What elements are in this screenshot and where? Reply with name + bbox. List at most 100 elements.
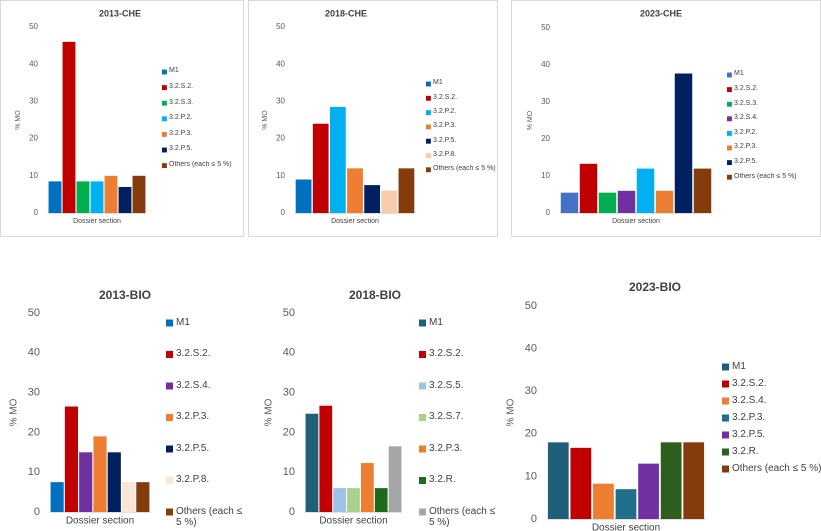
bar <box>598 192 617 213</box>
chart-title: 2013-CHE <box>99 8 141 18</box>
legend-item: M1 <box>734 70 744 78</box>
y-tick-label: 0 <box>34 506 40 518</box>
legend-item: 3.2.S.2. <box>732 378 766 389</box>
y-axis-label: % MO <box>264 398 275 426</box>
bar <box>660 442 682 519</box>
bar <box>136 482 150 512</box>
legend-item: M1 <box>732 361 746 372</box>
legend-item: 3.2.R. <box>732 445 759 457</box>
legend-label: 3.2.R. <box>732 445 759 457</box>
legend-item: 3.2.P.5. <box>732 428 766 440</box>
legend-item: 3.2.S.7. <box>429 411 463 422</box>
legend-swatch <box>426 110 431 116</box>
legend-item: 3.2.S.2. <box>734 85 758 92</box>
y-tick-label: 30 <box>276 97 285 106</box>
y-tick-label: 50 <box>29 22 38 31</box>
bar <box>615 489 637 519</box>
legend-item: 3.2.P.3. <box>734 143 757 150</box>
y-tick-label: 40 <box>276 59 285 68</box>
legend-item: 3.2.P.3. <box>732 412 765 423</box>
legend-item: 3.2.S.4. <box>732 394 767 406</box>
y-tick-label: 10 <box>541 171 550 180</box>
x-axis-label: Dossier section <box>73 218 121 225</box>
bar <box>132 175 146 213</box>
legend-swatch <box>426 81 431 87</box>
legend-item: 3.2.S.2. <box>433 94 457 101</box>
panel-border <box>0 0 244 237</box>
bar <box>683 442 705 519</box>
legend-label: 3.2.P.2. <box>169 114 193 122</box>
legend-swatch <box>162 116 167 122</box>
legend-swatch <box>727 145 732 151</box>
legend-swatch <box>166 319 173 327</box>
legend-label: 3.2.P.5. <box>433 136 457 144</box>
legend-swatch <box>727 174 732 180</box>
x-axis-label: Dossier section <box>592 523 660 531</box>
y-tick-label: 20 <box>283 426 295 438</box>
y-tick-label: 20 <box>29 134 38 143</box>
bar <box>305 413 319 512</box>
legend-swatch <box>166 508 173 516</box>
legend-label: 3.2.P.5. <box>732 428 766 440</box>
legend-label: 3.2.P.5. <box>169 145 193 153</box>
legend-swatch <box>419 445 426 453</box>
chart-title: 2013-BIO <box>99 288 151 302</box>
bar <box>122 482 136 512</box>
legend-item: 3.2.P.5. <box>169 145 193 153</box>
bar <box>48 181 62 213</box>
y-tick-label: 10 <box>28 466 40 478</box>
legend-swatch <box>727 130 732 136</box>
legend-label: Others (each ≤ 5 %) <box>433 165 496 173</box>
legend-item: Others (each ≤ 5 %) <box>732 463 821 474</box>
bar <box>360 463 374 512</box>
legend-swatch <box>419 382 426 390</box>
x-axis-label: Dossier section <box>612 218 660 225</box>
legend-swatch <box>419 508 426 516</box>
bar <box>579 163 598 213</box>
legend-item: Others (each ≤ 5 %) <box>433 165 496 173</box>
legend-swatch <box>426 138 431 144</box>
bar <box>636 168 655 213</box>
y-tick-label: 20 <box>276 134 285 143</box>
y-tick-label: 30 <box>525 385 537 397</box>
y-tick-label: 40 <box>283 347 295 359</box>
legend-swatch <box>166 414 173 421</box>
bar <box>570 447 592 519</box>
legend-item: M1 <box>176 317 190 328</box>
legend-label: 3.2.S.3. <box>169 98 194 106</box>
legend-label: 3.2.R. <box>429 474 456 485</box>
legend-label: 3.2.P.8. <box>176 474 210 485</box>
legend-item: Others (each ≤ 5 %) <box>734 173 797 180</box>
legend-item: 3.2.P.5. <box>176 443 209 454</box>
legend-label: M1 <box>429 316 443 328</box>
legend-swatch <box>162 100 167 106</box>
panel-border <box>248 0 498 237</box>
legend-label: M1 <box>433 79 443 87</box>
legend-label: 3.2.S.4. <box>734 114 759 122</box>
bar <box>90 181 104 213</box>
legend-item: 3.2.P.5. <box>433 136 457 144</box>
bar <box>118 186 132 213</box>
y-tick-label: 50 <box>276 22 285 31</box>
legend-label: 3.2.P.3. <box>176 411 210 422</box>
bar <box>76 181 90 213</box>
legend-item: Others (each ≤ 5 %) <box>176 506 242 529</box>
y-axis-label: % MO <box>9 398 20 426</box>
bar <box>104 175 118 213</box>
legend-item: 3.2.S.2. <box>169 83 193 90</box>
legend-swatch <box>166 477 173 484</box>
legend-label: M1 <box>734 70 744 78</box>
legend-item: 3.2.S.2. <box>429 348 463 359</box>
bar <box>50 482 64 512</box>
legend-item: M1 <box>429 316 443 328</box>
legend-label: 3.2.S.4. <box>732 394 767 406</box>
bar <box>79 452 93 512</box>
bar <box>312 123 329 213</box>
legend-item: 3.2.P.3. <box>169 130 192 137</box>
legend-swatch <box>419 414 426 421</box>
bar <box>693 168 712 213</box>
y-tick-label: 10 <box>276 171 285 180</box>
legend-swatch <box>426 167 431 173</box>
y-tick-label: 0 <box>289 506 295 518</box>
y-tick-label: 0 <box>531 513 537 525</box>
